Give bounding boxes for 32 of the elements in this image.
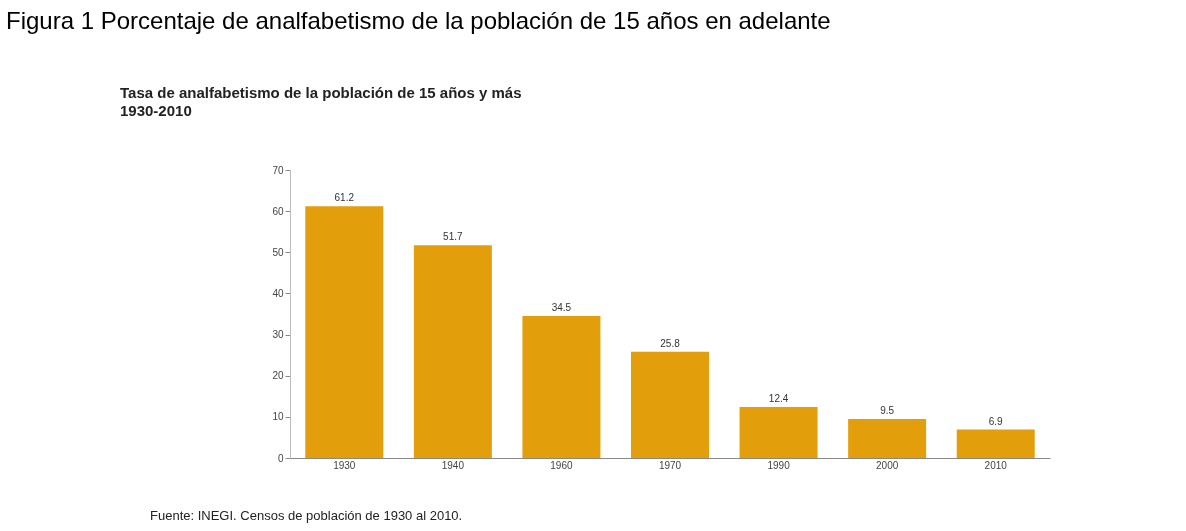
chart-title: Figura 1 Porcentaje de analfabetismo de la población de 15 años en adelante [6,7,831,34]
x-tick-label: 1940 [441,459,465,471]
bar [956,429,1035,458]
y-tick-label: 30 [272,329,284,341]
bar [631,351,709,458]
data-label: 6.9 [988,415,1004,427]
data-label: 51.7 [443,231,464,243]
data-label: 34.5 [551,302,572,314]
source-note: Fuente: INEGI. Censos de población de 1930 al 2010. [150,508,463,523]
chart-subtitle: Tasa de analfabetismo de la población de 15 años y más 1930-2010 [120,84,522,119]
y-tick-label: 60 [272,205,284,217]
x-tick-label: 1970 [658,459,682,471]
data-label: 9.5 [880,404,895,416]
bar [305,206,384,458]
bar [848,418,927,458]
y-tick-label: 10 [272,411,284,423]
y-tick-label: 20 [272,370,284,382]
x-tick-label: 1960 [550,459,573,471]
x-tick-label: 2010 [984,459,1008,471]
bar [739,406,818,458]
y-tick-label: 70 [272,164,284,176]
x-tick-label: 1990 [767,459,791,471]
data-label: 25.8 [660,337,681,349]
y-tick-label: 0 [277,452,284,464]
x-tick-label: 1930 [333,459,356,471]
bar [413,245,492,458]
y-tick-label: 50 [272,246,284,258]
data-label: 61.2 [334,192,355,204]
bar [522,316,601,458]
data-label: 12.4 [768,392,789,404]
y-tick-label: 40 [272,287,284,299]
x-tick-label: 2000 [876,459,899,471]
